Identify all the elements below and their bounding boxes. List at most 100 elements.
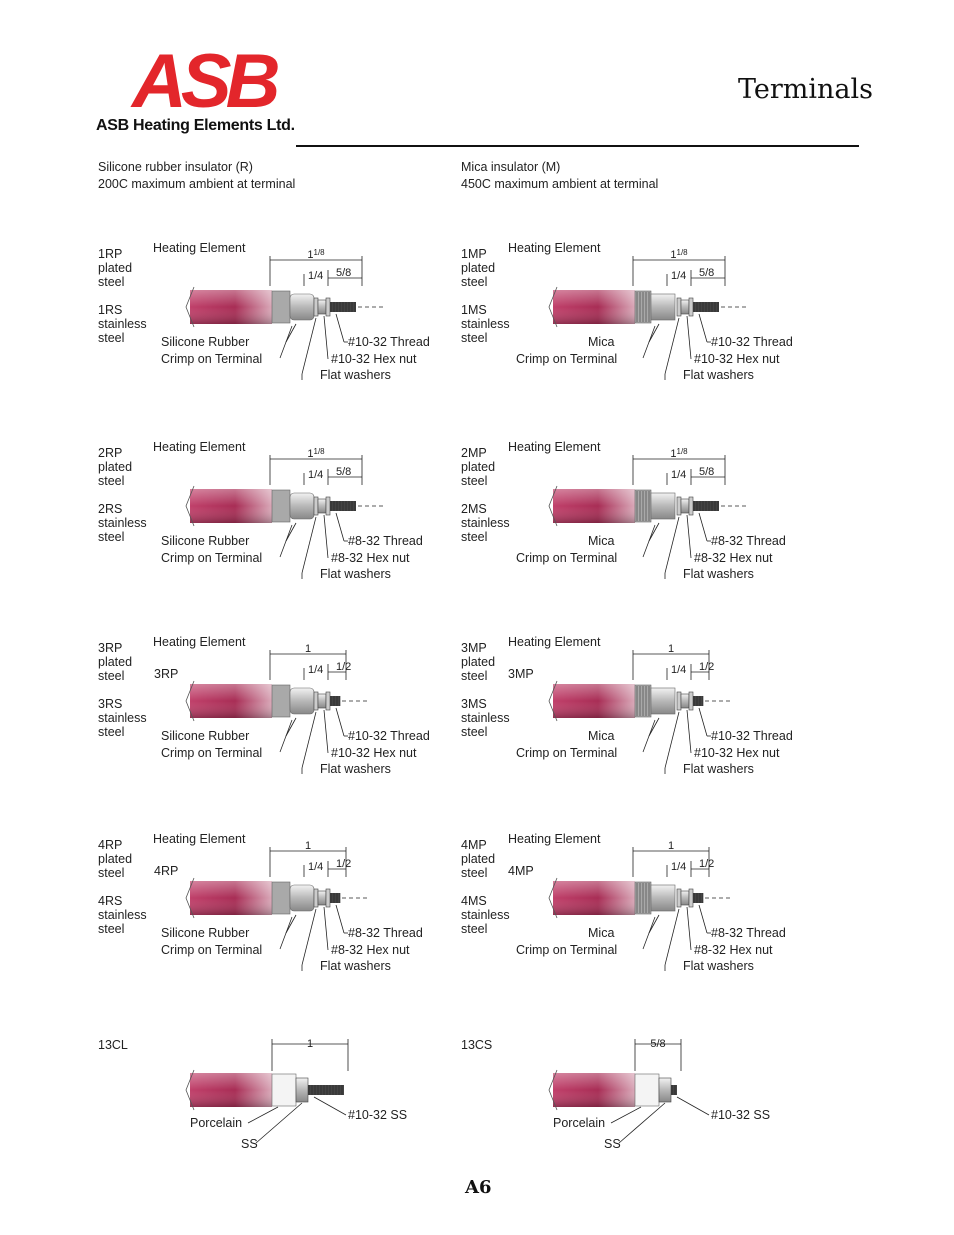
insulator-label: Mica <box>588 729 614 743</box>
threaded-stud <box>308 1085 344 1095</box>
mica-insulator <box>650 293 676 321</box>
terminal-diagram: 4RPplatedsteel4RSstainlesssteel4RPHeatin… <box>98 832 423 973</box>
heating-element-label: Heating Element <box>508 635 601 649</box>
total-length-whole: 1 <box>670 249 676 261</box>
part-number-label: plated <box>461 460 495 474</box>
heating-element-shade <box>190 1073 272 1107</box>
break-line <box>185 485 195 527</box>
total-length-label: 1 <box>307 1038 313 1050</box>
heating-element-shade <box>553 489 635 523</box>
part-number-label: plated <box>98 655 132 669</box>
leader-line <box>279 916 293 950</box>
insulator-label: Mica <box>588 926 614 940</box>
crimp-label: Crimp on Terminal <box>161 352 262 366</box>
part-number-label: plated <box>461 655 495 669</box>
dimension-a-label: 1/4 <box>671 270 686 282</box>
part-number-label: plated <box>461 852 495 866</box>
part-number-label: stainless <box>461 711 510 725</box>
leader-line <box>686 315 692 360</box>
leader-line <box>323 709 329 754</box>
crimp-label: Crimp on Terminal <box>516 746 617 760</box>
total-length-whole: 1 <box>305 643 311 655</box>
model-tag: 3MP <box>508 667 534 681</box>
hex-nut <box>317 299 327 315</box>
thread-label: #8-32 Thread <box>348 926 423 940</box>
part-number-label: 4RS <box>98 894 122 908</box>
leader-line <box>285 914 297 934</box>
leader-line <box>698 707 708 737</box>
company-logo: ASB <box>132 39 280 124</box>
heating-element-label: Heating Element <box>153 241 246 255</box>
header-rule <box>296 145 859 147</box>
heating-element-label: Heating Element <box>508 241 601 255</box>
part-number-label: 4MS <box>461 894 487 908</box>
break-line <box>548 680 558 722</box>
leader-line <box>664 711 680 769</box>
leader-line <box>279 719 293 753</box>
hex-nut-label: #10-32 Hex nut <box>331 746 417 760</box>
leader-line <box>323 315 329 360</box>
total-length-label: 11/8 <box>307 248 325 261</box>
thread-label: #10-32 Thread <box>348 729 430 743</box>
part-number-label: steel <box>461 331 487 345</box>
dimension-b-label: 5/8 <box>699 267 714 279</box>
part-number-label: steel <box>461 530 487 544</box>
flat-washer <box>688 297 694 317</box>
hex-nut <box>680 498 690 514</box>
part-number-label: 2MP <box>461 446 487 460</box>
part-number-label: steel <box>98 474 124 488</box>
hex-nut <box>317 498 327 514</box>
silicone-insulator <box>289 293 315 321</box>
heating-element-shade <box>553 684 635 718</box>
total-length-label: 1 <box>305 643 311 655</box>
leader-line <box>279 325 293 359</box>
crimp-label: Crimp on Terminal <box>516 943 617 957</box>
total-length-label: 11/8 <box>670 447 688 460</box>
washers-label: Flat washers <box>320 567 391 581</box>
silicone-insulator <box>289 687 315 715</box>
total-length-label: 1 <box>668 840 674 852</box>
flat-washer <box>676 691 682 711</box>
part-number-label: 3RP <box>98 641 122 655</box>
part-number-label: stainless <box>98 711 147 725</box>
crimp-sleeve <box>271 290 291 324</box>
leader-line <box>698 313 708 343</box>
dimension-a-label: 1/4 <box>308 861 323 873</box>
part-number-label: steel <box>98 331 124 345</box>
total-length-frac: 1/8 <box>677 447 689 456</box>
part-number-label: 1RS <box>98 303 122 317</box>
thread-label: #8-32 Thread <box>711 926 786 940</box>
threaded-stud <box>693 696 703 706</box>
total-length-frac: 1/8 <box>314 248 326 257</box>
column-header-mica: Mica insulator (M) 450C maximum ambient … <box>461 159 658 193</box>
break-line <box>548 286 558 328</box>
part-number-label: steel <box>98 275 124 289</box>
leader-line <box>285 717 297 737</box>
part-number-label: 3MP <box>461 641 487 655</box>
thread-label: #10-32 Thread <box>711 335 793 349</box>
leader-line <box>648 717 660 737</box>
leader-line <box>255 1102 303 1144</box>
flat-washer <box>325 297 331 317</box>
leader-line <box>301 516 317 574</box>
flat-washer <box>313 691 319 711</box>
part-number-label: steel <box>98 866 124 880</box>
crimp-label: Crimp on Terminal <box>516 551 617 565</box>
silicone-insulator <box>289 492 315 520</box>
flat-washer <box>313 297 319 317</box>
leader-line <box>618 1102 666 1144</box>
break-line <box>548 877 558 919</box>
flat-washer <box>325 691 331 711</box>
hex-nut <box>680 890 690 906</box>
porcelain-insulator <box>634 1073 660 1107</box>
total-length-whole: 1 <box>668 840 674 852</box>
break-line <box>548 485 558 527</box>
hex-nut <box>317 890 327 906</box>
dimension-b-label: 1/2 <box>699 858 714 870</box>
part-number-label: 4MP <box>461 838 487 852</box>
hex-nut-label: #8-32 Hex nut <box>331 551 410 565</box>
crimp-sleeve <box>271 881 291 915</box>
flat-washer <box>313 496 319 516</box>
part-number-label: stainless <box>461 908 510 922</box>
